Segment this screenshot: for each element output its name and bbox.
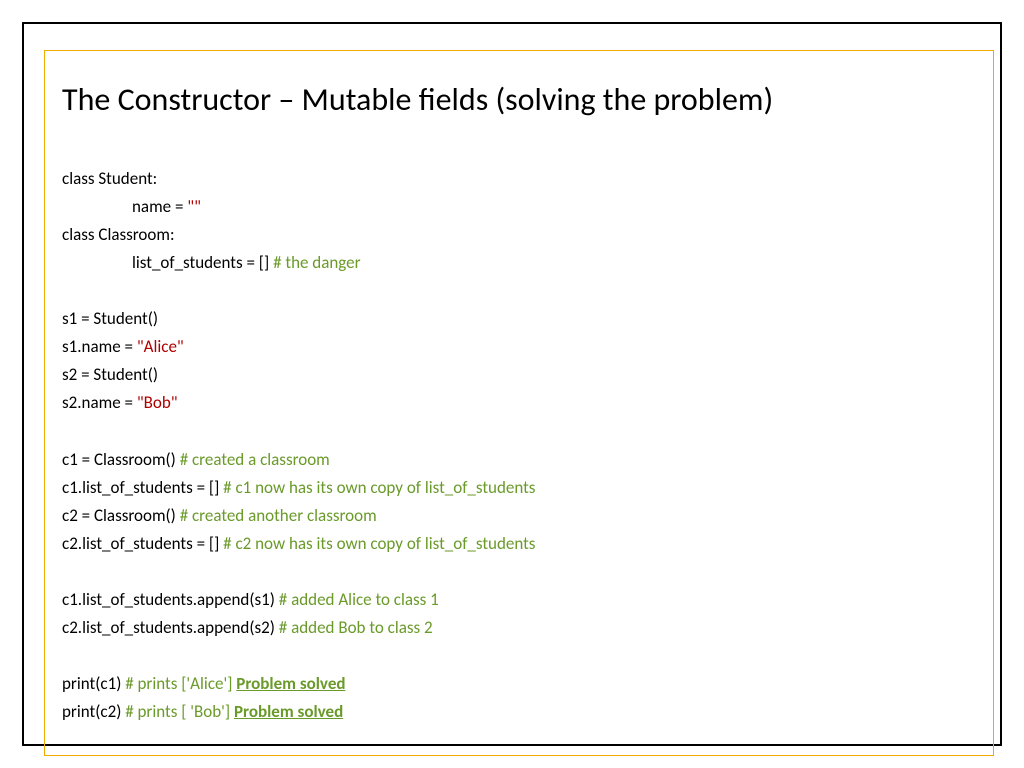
code-comment: # created another classroom xyxy=(180,505,377,526)
code-text: s1.name = xyxy=(62,336,137,357)
code-comment: # c1 now has its own copy of list_of_stu… xyxy=(223,477,535,498)
code-text: c1.list_of_students = [] xyxy=(62,477,223,498)
code-string: "Alice" xyxy=(137,336,184,357)
code-text: c1.list_of_students.append(s1) xyxy=(62,589,279,610)
code-block: class Student: name = "" class Classroom… xyxy=(62,137,972,726)
code-text: print(c2) xyxy=(62,701,125,722)
code-text: print(c1) xyxy=(62,673,125,694)
code-text: c2.list_of_students.append(s2) xyxy=(62,617,279,638)
code-string: "" xyxy=(187,196,201,217)
code-comment: # added Bob to class 2 xyxy=(279,617,433,638)
code-emphasis: Problem solved xyxy=(236,673,345,694)
code-text: c2.list_of_students = [] xyxy=(62,533,223,554)
code-comment: # the danger xyxy=(273,252,361,273)
slide-title: The Constructor – Mutable fields (solvin… xyxy=(62,80,972,119)
code-line: class Classroom: xyxy=(62,224,175,245)
code-line: class Student: xyxy=(62,168,157,189)
code-comment: # added Alice to class 1 xyxy=(279,589,439,610)
code-comment: # c2 now has its own copy of list_of_stu… xyxy=(223,533,535,554)
code-line: s2 = Student() xyxy=(62,364,158,385)
code-text: s2.name = xyxy=(62,392,137,413)
code-text: c2 = Classroom() xyxy=(62,505,180,526)
code-string: "Bob" xyxy=(137,392,178,413)
code-text: c1 = Classroom() xyxy=(62,449,180,470)
code-line: s1 = Student() xyxy=(62,308,158,329)
code-comment: # prints [ 'Bob'] xyxy=(125,701,234,722)
code-text: name = xyxy=(132,196,187,217)
code-emphasis: Problem solved xyxy=(234,701,343,722)
code-comment: # prints ['Alice'] xyxy=(125,673,236,694)
code-text: list_of_students = [] xyxy=(132,252,273,273)
code-comment: # created a classroom xyxy=(180,449,330,470)
slide-content: The Constructor – Mutable fields (solvin… xyxy=(62,80,972,726)
